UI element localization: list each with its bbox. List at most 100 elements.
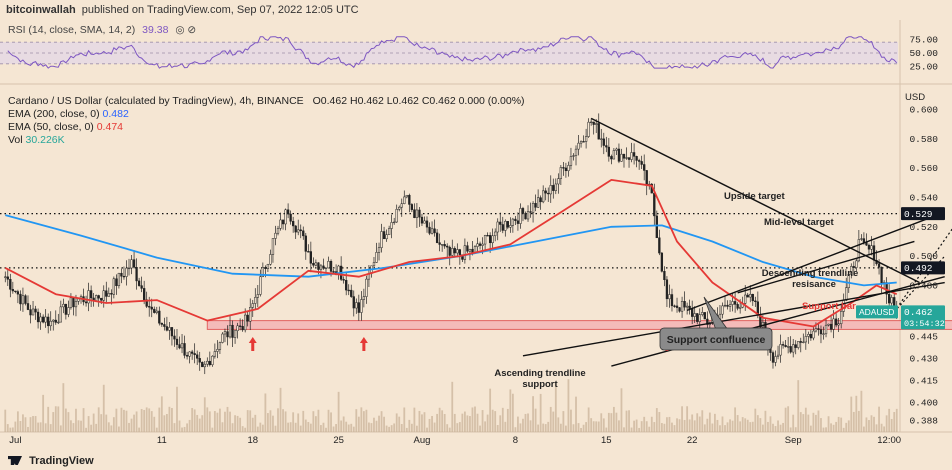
volume-bar [130, 418, 133, 432]
candle-body [140, 285, 143, 289]
volume-bar [883, 426, 886, 432]
volume-bar [845, 422, 848, 432]
volume-bar [446, 424, 449, 432]
legend-ema50-row[interactable]: EMA (50, close, 0) 0.474 [8, 121, 525, 134]
volume-bar [719, 425, 721, 432]
volume-bar [628, 410, 630, 432]
rsi-line [7, 36, 898, 69]
candle-body [357, 302, 360, 313]
volume-bar [325, 427, 327, 432]
candle-body [804, 336, 807, 343]
volume-bar [552, 411, 555, 432]
author-name[interactable]: bitcoinwallah [6, 4, 76, 16]
badge-0492[interactable]: 0.492 [904, 263, 933, 274]
candle-body [62, 303, 65, 308]
volume-bar [70, 420, 72, 432]
support-confluence-box[interactable] [659, 327, 773, 351]
ticker-badge[interactable]: ADAUSD [859, 307, 894, 317]
candle-body [57, 321, 60, 324]
volume-bar [95, 423, 98, 432]
descending-trendline[interactable] [590, 117, 920, 284]
candle-body [812, 330, 815, 339]
channel-mid-line[interactable] [737, 240, 915, 294]
projection-line[interactable] [893, 255, 946, 313]
legend-ema200-row[interactable]: EMA (200, close, 0) 0.482 [8, 108, 525, 121]
volume-bar [438, 407, 441, 432]
candle-body [544, 190, 547, 194]
volume-bar [820, 418, 822, 432]
candle-body [299, 229, 302, 232]
candle-body [567, 165, 570, 172]
volume-bar [804, 407, 807, 432]
candle-body [105, 290, 108, 297]
volume-bar [400, 424, 403, 432]
candle-body [451, 248, 454, 256]
candle-body [693, 313, 696, 317]
volume-bar [128, 422, 130, 432]
candle-body [398, 206, 401, 210]
volume-bar [388, 426, 391, 432]
volume-bar [421, 414, 423, 432]
volume-bar [453, 413, 456, 432]
volume-bar [155, 427, 158, 432]
tradingview-logo[interactable]: TradingView [8, 452, 94, 470]
volume-bar [97, 407, 100, 432]
volume-bar [403, 407, 406, 432]
volume-bar [309, 423, 312, 432]
volume-bar [501, 407, 504, 432]
rsi-settings-icon[interactable]: ◎ ⊘ [175, 24, 197, 36]
candle-body [746, 294, 749, 298]
legend-symbol-row[interactable]: Cardano / US Dollar (calculated by Tradi… [8, 95, 525, 108]
candle-body [322, 265, 325, 269]
candle-body [880, 266, 883, 284]
legend-vol-row[interactable]: Vol 30.226K [8, 134, 525, 147]
candle-body [274, 232, 277, 239]
candle-body [632, 152, 636, 157]
badge-0529[interactable]: 0.529 [904, 209, 933, 220]
candle-body [819, 329, 823, 335]
volume-bar [794, 427, 797, 432]
volume-bar [259, 422, 262, 432]
volume-bar [107, 422, 110, 432]
volume-bar [673, 425, 676, 432]
ascending-support-trendline[interactable] [522, 281, 945, 357]
candle-body [216, 349, 219, 352]
candle-body [329, 261, 333, 272]
ema200-line[interactable] [5, 214, 897, 287]
ema50-line[interactable] [4, 178, 898, 328]
candle-body [534, 203, 537, 208]
volume-bar [759, 418, 762, 432]
volume-bar [90, 424, 93, 432]
volume-bar [565, 425, 567, 432]
volume-bar [241, 426, 244, 432]
candle-body [733, 301, 737, 305]
candle-body [420, 216, 424, 224]
candle-body [127, 267, 131, 270]
volume-bar [595, 421, 598, 432]
last-price-badge[interactable]: 0.462 [904, 307, 933, 318]
volume-bar [592, 421, 595, 432]
volume-bar [744, 418, 747, 432]
candle-body [251, 303, 254, 308]
volume-bar [426, 427, 428, 432]
volume-bar [52, 412, 55, 432]
candle-body [72, 297, 75, 308]
projection-line[interactable] [893, 218, 952, 313]
candle-body [137, 280, 141, 286]
candle-body [276, 228, 280, 234]
price-axis-tick: 0.540 [909, 193, 938, 204]
rsi-legend[interactable]: RSI (14, close, SMA, 14, 2) 39.38 ◎ ⊘ [8, 24, 196, 36]
support-bar[interactable] [206, 320, 952, 330]
candle-body [706, 318, 709, 325]
candle-body [516, 220, 520, 224]
channel-upper-line[interactable] [686, 211, 945, 312]
volume-bar [585, 422, 588, 432]
volume-bar [850, 396, 853, 432]
chart-svg[interactable]: 75.00 50.00 25.00 Upside target Mid-level ta… [0, 0, 952, 452]
candle-body [653, 192, 656, 217]
volume-bar [519, 423, 522, 432]
candle-body [173, 335, 176, 340]
volume-bar [431, 415, 433, 432]
candle-body [441, 244, 444, 246]
candle-body [304, 235, 307, 252]
